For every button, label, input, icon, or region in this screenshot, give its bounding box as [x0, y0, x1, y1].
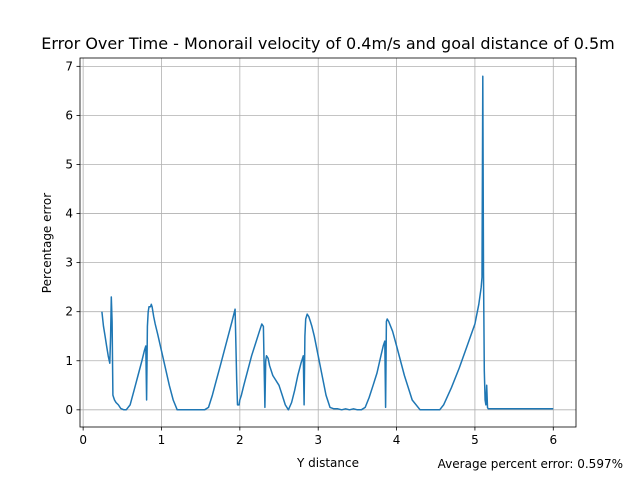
y-tick-label: 2: [65, 305, 73, 319]
y-tick-label: 6: [65, 108, 73, 122]
y-tick-label: 7: [65, 59, 73, 73]
x-axis-ticks: 0 1 2 3 4 5 6: [79, 427, 557, 447]
series-line: [101, 75, 554, 411]
y-tick-label: 3: [65, 256, 73, 270]
x-axis-label: Y distance: [296, 456, 359, 470]
plot-frame: [79, 57, 577, 428]
x-tick-label: 2: [236, 433, 244, 447]
y-tick-label: 1: [65, 354, 73, 368]
series-layer: [101, 75, 554, 411]
x-tick-label: 0: [79, 433, 87, 447]
x-tick-label: 1: [158, 433, 166, 447]
x-tick-label: 5: [471, 433, 479, 447]
y-axis-label: Percentage error: [40, 193, 54, 293]
average-error-annotation: Average percent error: 0.597%: [438, 457, 623, 471]
grid: [80, 58, 576, 427]
x-tick-label: 4: [393, 433, 401, 447]
chart-title: Error Over Time - Monorail velocity of 0…: [41, 34, 615, 53]
y-tick-label: 5: [65, 157, 73, 171]
x-tick-label: 6: [549, 433, 557, 447]
y-axis-ticks: 0 1 2 3 4 5 6 7: [65, 59, 80, 417]
y-tick-label: 0: [65, 403, 73, 417]
x-tick-label: 3: [314, 433, 322, 447]
y-tick-label: 4: [65, 207, 73, 221]
